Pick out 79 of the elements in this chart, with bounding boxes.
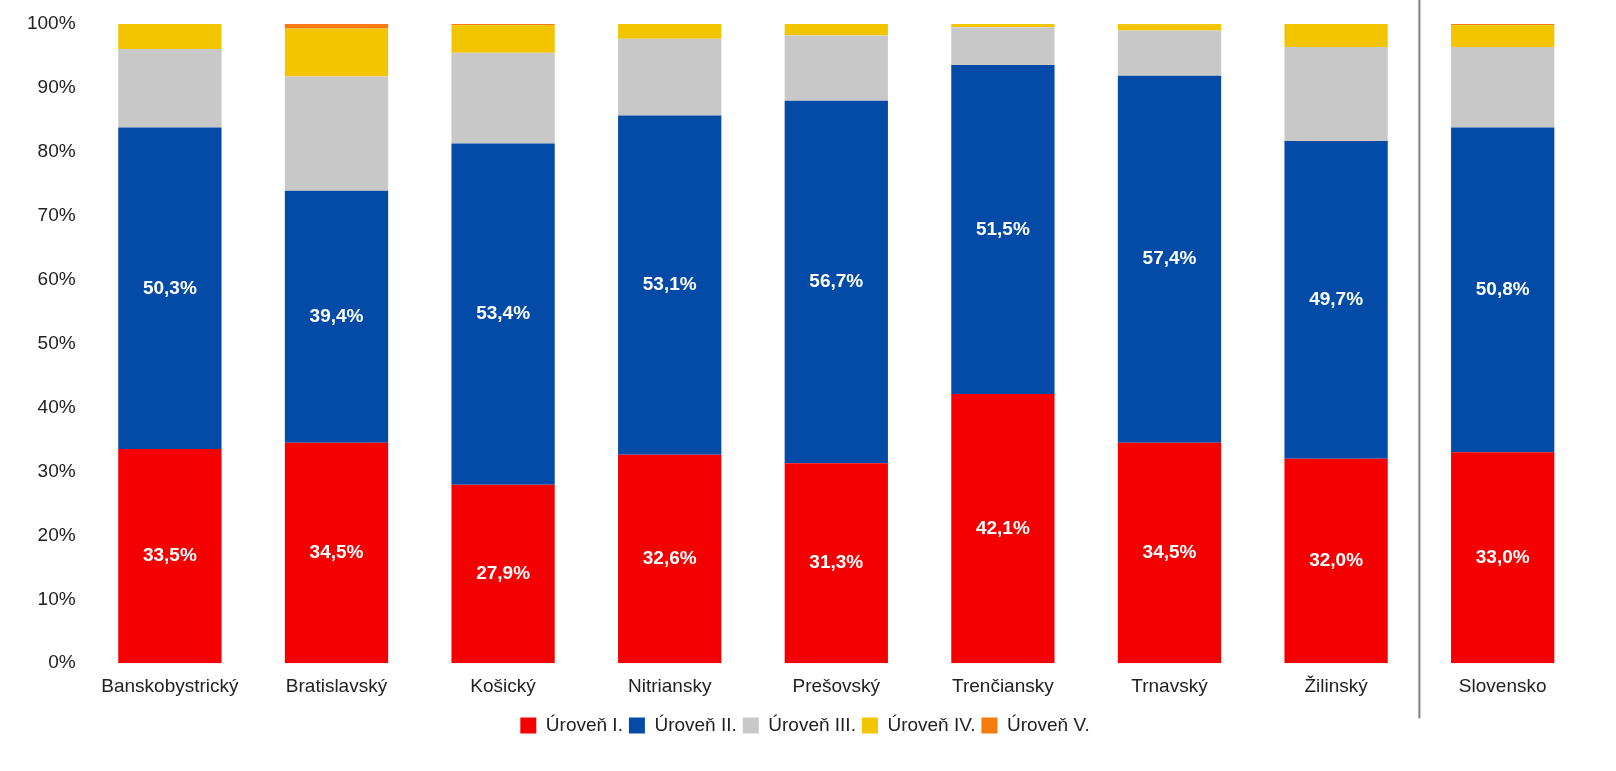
bar [1284,140,1388,459]
bar [1451,452,1555,664]
data-label: 49,7% [1309,288,1364,310]
bar [1284,24,1388,48]
data-label: 51,5% [975,217,1030,239]
bar [1451,47,1555,128]
y-tick-label: 20% [37,523,76,545]
data-label: 56,7% [809,270,864,292]
bar [784,24,888,36]
y-tick-label: 30% [37,459,76,481]
bar [118,127,222,450]
bar [951,24,1055,28]
bar [451,484,555,664]
y-tick-label: 10% [37,587,76,609]
data-label: 53,4% [476,302,531,324]
y-tick-label: 80% [37,140,76,162]
bar [118,24,222,49]
bar [951,64,1055,395]
bar [1117,442,1222,664]
data-label: 34,5% [309,541,364,563]
data-label: 32,0% [1309,549,1364,571]
bar [951,27,1055,65]
data-label: 34,5% [1142,541,1197,563]
bar [1451,25,1555,48]
data-label: 50,3% [142,276,197,298]
bar [118,449,222,664]
legend-label: Úroveň IV. [887,713,976,735]
y-tick-label: 0% [48,651,76,673]
y-tick-label: 90% [37,76,76,98]
data-label: 31,3% [809,551,864,573]
bar [618,24,722,39]
y-tick-label: 50% [37,331,76,353]
data-label: 33,0% [1475,545,1530,567]
bar [451,52,555,144]
x-tick-label: Bratislavský [285,674,388,696]
x-tick-label: Slovensko [1458,674,1547,696]
bar [784,463,888,664]
data-label: 39,4% [309,304,364,326]
bar [451,25,555,53]
x-tick-label: Trenčiansky [952,674,1055,696]
bar [1451,127,1555,453]
bar [1284,47,1388,141]
bar [1117,24,1222,31]
bar [284,442,389,664]
y-tick-label: 70% [37,203,76,225]
bar [1117,30,1222,76]
y-tick-label: 60% [37,267,76,289]
bar [784,35,888,101]
bar [284,190,389,443]
data-label: 53,1% [642,273,697,295]
bar [951,394,1055,664]
bar [618,115,722,455]
data-label: 33,5% [142,544,197,566]
data-label: 27,9% [476,562,531,584]
x-tick-label: Košický [470,674,537,696]
x-tick-label: Banskobystrický [101,674,240,696]
legend-label: Úroveň I. [545,713,623,735]
legend-label: Úroveň II. [654,713,737,735]
legend-label: Úroveň III. [768,713,856,735]
bar [618,38,722,116]
bar [784,100,888,464]
data-label: 50,8% [1475,278,1530,300]
bar [618,454,722,664]
bar [1284,458,1388,664]
bar [284,28,389,77]
x-tick-label: Žilinský [1304,674,1369,696]
bar [284,76,389,191]
x-tick-label: Nitriansky [627,674,712,696]
bar [118,48,222,128]
y-tick-label: 40% [37,395,76,417]
legend-label: Úroveň V. [1006,713,1090,735]
data-label: 57,4% [1142,247,1197,269]
x-tick-label: Prešovský [792,674,881,696]
x-tick-label: Trnavský [1131,674,1209,696]
data-label: 32,6% [642,547,697,569]
bar [451,143,555,485]
data-label: 42,1% [975,516,1030,538]
y-tick-label: 100% [26,12,76,34]
bar [1117,75,1222,443]
